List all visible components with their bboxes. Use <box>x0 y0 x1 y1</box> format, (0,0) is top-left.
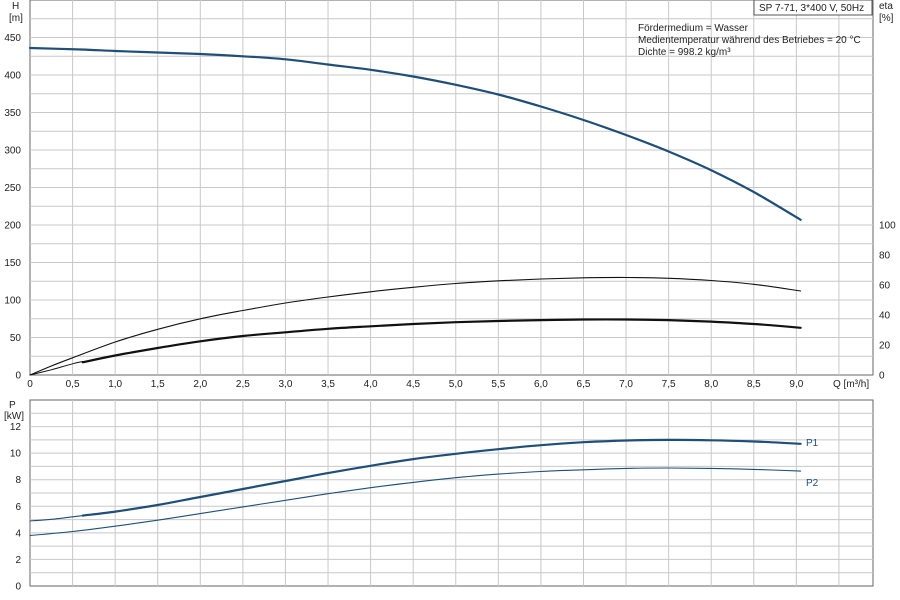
bottom-chart-grid <box>29 399 874 587</box>
power-curve-extension <box>29 515 84 522</box>
y-axis-unit-h: [m] <box>9 13 23 24</box>
y-tick-label-p: 10 <box>10 449 22 460</box>
y-tick-label-h: 50 <box>10 333 22 344</box>
y-tick-label-p: 8 <box>15 475 21 486</box>
x-tick-label: 7,5 <box>662 379 676 390</box>
y-tick-label-eta: 100 <box>879 221 896 232</box>
info-line-temperature: Medientemperatur während des Betriebes =… <box>638 35 861 46</box>
y-axis-label-p: P <box>9 400 16 411</box>
y-axis-label-h: H <box>12 1 19 12</box>
x-tick-label: 5,0 <box>449 379 463 390</box>
x-tick-label: 3,5 <box>321 379 335 390</box>
y-tick-label-h: 450 <box>4 33 21 44</box>
y-tick-label-h: 300 <box>4 146 21 157</box>
x-tick-label: 8,5 <box>747 379 761 390</box>
power-curve-p2 <box>29 467 802 537</box>
y-tick-label-h: 0 <box>15 371 21 382</box>
y-tick-label-eta: 60 <box>879 281 891 292</box>
x-tick-label: 6,5 <box>577 379 591 390</box>
x-tick-label: 0,5 <box>66 379 80 390</box>
x-tick-label: 3,0 <box>279 379 293 390</box>
y-axis-unit-p: [kW] <box>4 411 24 422</box>
x-tick-label: 1,0 <box>108 379 122 390</box>
eta-curve <box>81 318 802 364</box>
y-axis-unit-eta: [%] <box>879 13 894 24</box>
bottom-chart-series <box>29 438 802 537</box>
y-tick-label-p: 12 <box>10 422 22 433</box>
y-tick-label-h: 400 <box>4 71 21 82</box>
x-tick-label: 1,5 <box>151 379 165 390</box>
x-tick-label: 0 <box>27 379 33 390</box>
chart-title: SP 7-71, 3*400 V, 50Hz <box>759 3 864 14</box>
eta-curve <box>29 361 84 376</box>
y-tick-label-eta: 40 <box>879 311 891 322</box>
x-tick-label: 7,0 <box>619 379 633 390</box>
x-axis-label-q: Q [m³/h] <box>833 379 869 390</box>
x-tick-label: 9,0 <box>789 379 803 390</box>
power-curve-p1 <box>81 438 802 517</box>
y-tick-label-eta: 80 <box>879 251 891 262</box>
x-tick-label: 4,0 <box>364 379 378 390</box>
y-axis-label-eta: eta <box>879 1 893 12</box>
y-tick-label-p: 2 <box>15 555 21 566</box>
y-tick-label-h: 200 <box>4 221 21 232</box>
x-tick-label: 8,0 <box>704 379 718 390</box>
head-curve <box>28 46 802 221</box>
info-line-density: Dichte = 998.2 kg/m³ <box>638 47 731 58</box>
top-chart-grid <box>29 0 874 376</box>
x-tick-label: 2,5 <box>236 379 250 390</box>
x-tick-label: 6,0 <box>534 379 548 390</box>
y-tick-label-h: 350 <box>4 108 21 119</box>
y-tick-label-p: 0 <box>15 582 21 593</box>
eta-curve <box>29 276 802 376</box>
axis-tick-labels: 0 0,5 1,0 1,5 2,0 2,5 3,0 3,5 4,0 4,5 5,0 5,5 6,0 6,5… <box>4 33 896 593</box>
y-tick-label-h: 150 <box>4 258 21 269</box>
series-label-p2: P2 <box>806 478 819 489</box>
y-tick-label-h: 250 <box>4 183 21 194</box>
title-box <box>753 0 873 16</box>
info-line-medium: Fördermedium = Wasser <box>638 23 749 34</box>
x-tick-label: 5,5 <box>491 379 505 390</box>
y-tick-label-h: 100 <box>4 296 21 307</box>
y-tick-label-p: 4 <box>15 528 21 539</box>
y-tick-label-eta: 20 <box>879 341 891 352</box>
series-label-p1: P1 <box>806 438 819 449</box>
top-chart-series <box>28 46 802 376</box>
y-tick-label-p: 6 <box>15 502 21 513</box>
y-tick-label-eta: 0 <box>879 371 885 382</box>
x-tick-label: 4,5 <box>406 379 420 390</box>
x-tick-label: 2,0 <box>193 379 207 390</box>
